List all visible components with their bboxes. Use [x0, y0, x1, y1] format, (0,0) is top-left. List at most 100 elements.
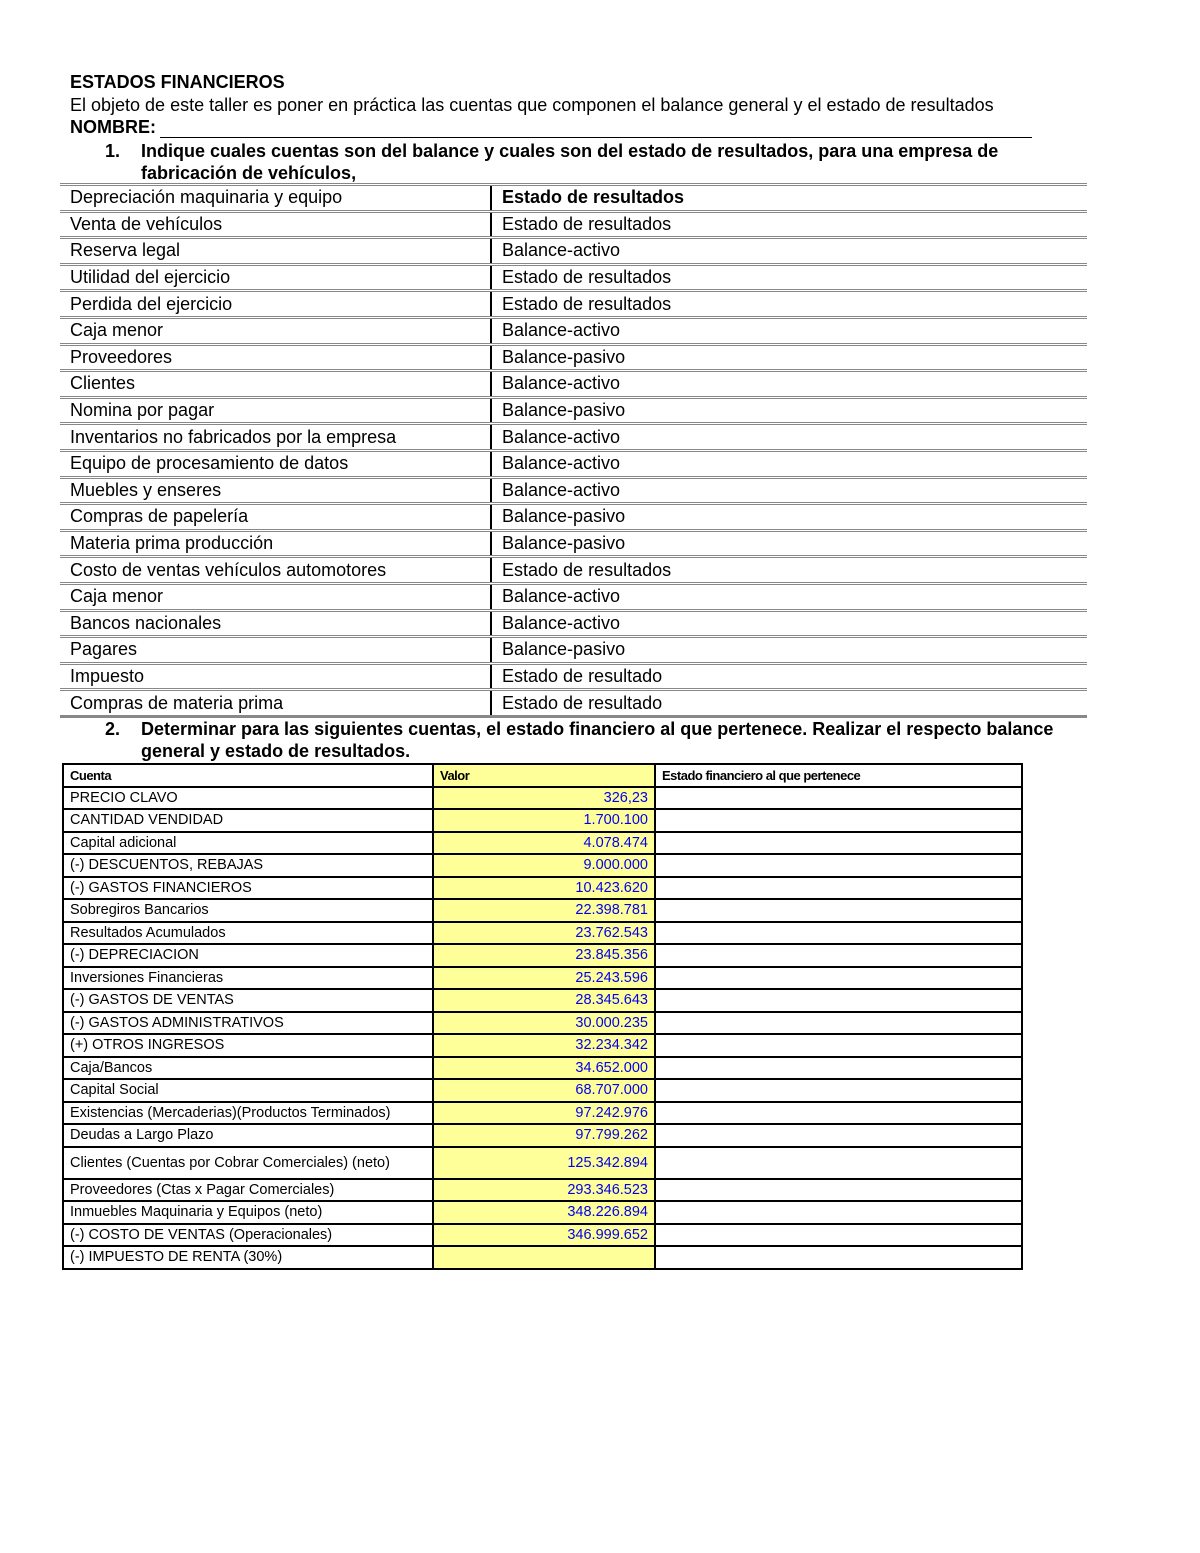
account-name: Proveedores (Ctas x Pagar Comerciales): [62, 1177, 434, 1202]
account-name: Muebles y enseres: [60, 475, 492, 504]
account-statement-cell[interactable]: [654, 1245, 1023, 1270]
account-value[interactable]: 9.000.000: [432, 853, 656, 878]
account-statement: Estado de resultado: [491, 688, 1087, 718]
table-row: Depreciación maquinaria y equipo Estado d…: [60, 183, 1087, 212]
account-statement-cell[interactable]: [654, 1078, 1023, 1103]
account-value[interactable]: 125.342.894: [432, 1145, 656, 1180]
table-row: Pagares Balance-pasivo: [60, 635, 1087, 664]
account-name: (-) IMPUESTO DE RENTA (30%): [62, 1245, 434, 1270]
account-statement-cell[interactable]: [654, 1100, 1023, 1125]
account-statement: Balance-activo: [491, 236, 1087, 265]
account-name: Proveedores: [60, 342, 492, 371]
account-value[interactable]: 1.700.100: [432, 808, 656, 833]
account-name: Utilidad del ejercicio: [60, 262, 492, 291]
account-name: Inmuebles Maquinaria y Equipos (neto): [62, 1200, 434, 1225]
table-row: Clientes (Cuentas por Cobrar Comerciales…: [62, 1145, 1023, 1180]
account-statement: Estado de resultados: [491, 289, 1087, 318]
account-statement-cell[interactable]: [654, 1177, 1023, 1202]
account-name: (-) GASTOS ADMINISTRATIVOS: [62, 1010, 434, 1035]
account-statement-cell[interactable]: [654, 785, 1023, 810]
table-row: Bancos nacionales Balance-activo: [60, 608, 1087, 637]
account-statement-cell[interactable]: [654, 988, 1023, 1013]
table-row: Clientes Balance-activo: [60, 369, 1087, 398]
account-name: CANTIDAD VENDIDAD: [62, 808, 434, 833]
account-statement-cell[interactable]: [654, 920, 1023, 945]
table-row: CANTIDAD VENDIDAD 1.700.100: [62, 808, 1023, 833]
account-name: (-) DEPRECIACION: [62, 943, 434, 968]
account-name: Deudas a Largo Plazo: [62, 1123, 434, 1148]
account-statement-cell[interactable]: [654, 1123, 1023, 1148]
account-statement: Estado de resultados: [491, 555, 1087, 584]
table-header-row: Cuenta Valor Estado financiero al que pert…: [62, 763, 1023, 788]
accounts-values-table: Cuenta Valor Estado financiero al que pert…: [62, 763, 1023, 1270]
account-name: Existencias (Mercaderias)(Productos Term…: [62, 1100, 434, 1125]
account-name: (-) DESCUENTOS, REBAJAS: [62, 853, 434, 878]
account-value[interactable]: 30.000.235: [432, 1010, 656, 1035]
account-value[interactable]: 23.845.356: [432, 943, 656, 968]
question-number: 2.: [105, 719, 121, 739]
table-row: Impuesto Estado de resultado: [60, 661, 1087, 690]
account-name: (-) GASTOS FINANCIEROS: [62, 875, 434, 900]
account-name: Capital Social: [62, 1078, 434, 1103]
account-statement-cell[interactable]: [654, 1033, 1023, 1058]
table-row: (-) GASTOS FINANCIEROS 10.423.620: [62, 875, 1023, 900]
table-row: Inversiones Financieras 25.243.596: [62, 965, 1023, 990]
nombre-field[interactable]: NOMBRE:: [70, 117, 1032, 138]
nombre-label: NOMBRE:: [70, 117, 156, 137]
account-value[interactable]: 4.078.474: [432, 830, 656, 855]
account-statement-cell[interactable]: [654, 1145, 1023, 1180]
account-value[interactable]: 32.234.342: [432, 1033, 656, 1058]
account-name: Perdida del ejercicio: [60, 289, 492, 318]
account-statement-cell[interactable]: [654, 830, 1023, 855]
account-statement: Balance-pasivo: [491, 635, 1087, 664]
account-statement: Balance-activo: [491, 448, 1087, 478]
account-value[interactable]: 68.707.000: [432, 1078, 656, 1103]
account-value[interactable]: 348.226.894: [432, 1200, 656, 1225]
account-value[interactable]: 23.762.543: [432, 920, 656, 945]
account-statement-cell[interactable]: [654, 853, 1023, 878]
table-row: Sobregiros Bancarios 22.398.781: [62, 898, 1023, 923]
account-value[interactable]: 293.346.523: [432, 1177, 656, 1202]
account-statement-cell[interactable]: [654, 808, 1023, 833]
question-number: 1.: [105, 141, 121, 161]
account-statement-cell[interactable]: [654, 1200, 1023, 1225]
account-statement-cell[interactable]: [654, 943, 1023, 968]
account-statement-cell[interactable]: [654, 1010, 1023, 1035]
account-value[interactable]: 28.345.643: [432, 988, 656, 1013]
table-row: Caja menor Balance-activo: [60, 315, 1087, 345]
account-value[interactable]: [432, 1245, 656, 1270]
account-statement: Balance-pasivo: [491, 502, 1087, 531]
account-value[interactable]: 34.652.000: [432, 1055, 656, 1080]
table-row: Deudas a Largo Plazo 97.799.262: [62, 1123, 1023, 1148]
account-statement-cell[interactable]: [654, 898, 1023, 923]
account-value[interactable]: 97.242.976: [432, 1100, 656, 1125]
nombre-blank-line[interactable]: [160, 119, 1032, 138]
header-estado: Estado financiero al que pertenece: [654, 763, 1023, 788]
account-statement-cell[interactable]: [654, 1222, 1023, 1247]
table-row: Inventarios no fabricados por la empresa…: [60, 422, 1087, 451]
account-statement-cell[interactable]: [654, 1055, 1023, 1080]
account-name: Compras de materia prima: [60, 688, 492, 718]
intro-text: El objeto de este taller es poner en prá…: [70, 95, 994, 115]
account-name: Clientes: [60, 369, 492, 398]
account-name: Venta de vehículos: [60, 209, 492, 238]
account-statement: Estado de resultados: [491, 183, 1087, 212]
account-name: Inversiones Financieras: [62, 965, 434, 990]
account-value[interactable]: 22.398.781: [432, 898, 656, 923]
account-statement-cell[interactable]: [654, 965, 1023, 990]
table-row: (-) COSTO DE VENTAS (Operacionales) 346.9…: [62, 1222, 1023, 1247]
accounts-classification-table: Depreciación maquinaria y equipo Estado d…: [60, 183, 1087, 718]
question-2: 2. Determinar para las siguientes cuenta…: [105, 718, 1095, 762]
account-statement: Balance-activo: [491, 608, 1087, 637]
account-value[interactable]: 25.243.596: [432, 965, 656, 990]
table-row: PRECIO CLAVO 326,23: [62, 785, 1023, 810]
account-statement: Balance-pasivo: [491, 342, 1087, 371]
account-value[interactable]: 97.799.262: [432, 1123, 656, 1148]
account-statement-cell[interactable]: [654, 875, 1023, 900]
account-value[interactable]: 326,23: [432, 785, 656, 810]
table-row: Caja/Bancos 34.652.000: [62, 1055, 1023, 1080]
account-name: Sobregiros Bancarios: [62, 898, 434, 923]
account-value[interactable]: 10.423.620: [432, 875, 656, 900]
account-name: (-) COSTO DE VENTAS (Operacionales): [62, 1222, 434, 1247]
account-value[interactable]: 346.999.652: [432, 1222, 656, 1247]
